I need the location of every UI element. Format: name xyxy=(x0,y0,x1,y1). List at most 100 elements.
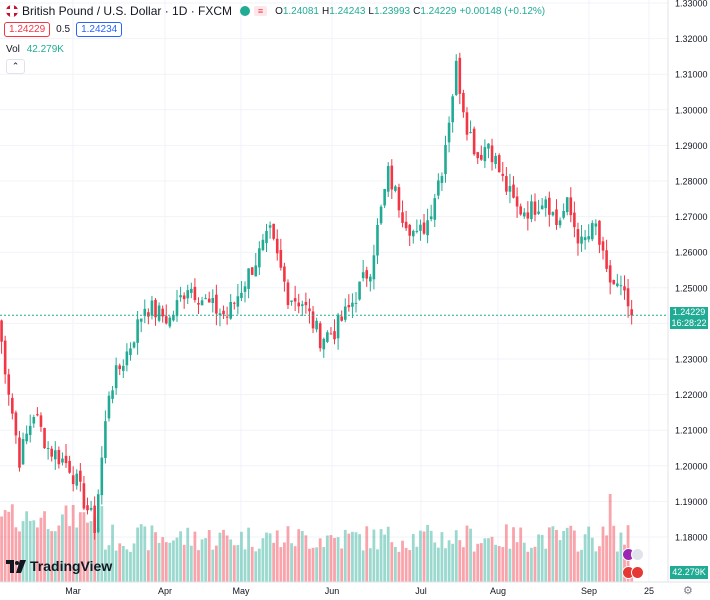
price-tick-label: 1.28000 xyxy=(675,177,708,187)
candle-body xyxy=(21,439,25,465)
candle-body xyxy=(472,128,476,155)
volume-bar xyxy=(429,530,433,582)
candle-body xyxy=(530,201,533,220)
candle-body xyxy=(122,365,125,371)
volume-bar xyxy=(587,526,591,582)
volume-bar xyxy=(397,551,401,582)
candle-body xyxy=(462,92,465,113)
candle-body xyxy=(508,186,512,192)
candle-body xyxy=(626,288,630,307)
volume-bar xyxy=(86,522,89,582)
volume-bar xyxy=(175,537,179,582)
candle-body xyxy=(612,279,616,285)
candle-body xyxy=(186,290,190,299)
candle-body xyxy=(440,176,444,183)
volume-bar xyxy=(39,517,43,582)
current-price-tag: 1.24229 16:28:22 xyxy=(670,307,708,329)
price-tick-label: 1.21000 xyxy=(675,426,708,436)
buy-button[interactable]: 1.24234 xyxy=(76,22,123,37)
time-axis[interactable]: Mar Apr May Jun Jul Aug Sep 25 xyxy=(65,586,654,596)
event-flag-icon[interactable] xyxy=(631,548,644,561)
candle-body xyxy=(93,505,96,533)
candle-body xyxy=(601,241,605,251)
candle-body xyxy=(476,152,480,159)
price-axis[interactable]: 1.33000 1.32000 1.31000 1.30000 1.29000 1.280… xyxy=(675,0,708,543)
candle-body xyxy=(14,412,18,436)
volume-bar xyxy=(530,547,533,582)
candle-body xyxy=(125,351,129,366)
price-tick-label: 1.29000 xyxy=(675,141,708,151)
ohlc-low: L1.23993 xyxy=(368,5,411,17)
volume-bar xyxy=(361,550,365,582)
chart-grid xyxy=(0,0,668,582)
time-tick-label: 25 xyxy=(644,586,654,596)
candle-body xyxy=(258,248,261,268)
volume-bar xyxy=(286,526,290,582)
candle-body xyxy=(154,299,157,318)
market-status-icon[interactable] xyxy=(240,6,251,16)
volume-bar xyxy=(68,526,71,582)
candle-body xyxy=(172,314,175,321)
symbol-title[interactable]: British Pound / U.S. Dollar · 1D · FXCM xyxy=(22,4,233,18)
volume-bar xyxy=(508,548,512,582)
sell-button[interactable]: 1.24229 xyxy=(4,22,51,37)
volume-bar xyxy=(200,539,204,582)
candle-body xyxy=(390,165,394,190)
candle-body xyxy=(458,57,462,94)
time-tick-label: Aug xyxy=(490,586,506,596)
candle-body xyxy=(583,237,587,241)
candle-body xyxy=(286,282,290,306)
volume-bar xyxy=(125,549,129,582)
candle-body xyxy=(619,285,623,287)
settings-gear-icon[interactable]: ⚙ xyxy=(683,585,693,597)
candle-body xyxy=(630,309,633,316)
candle-body xyxy=(114,365,118,389)
candle-body xyxy=(526,212,530,219)
candle-body xyxy=(50,448,53,457)
candle-body xyxy=(308,308,311,312)
volume-bar xyxy=(354,532,358,582)
candle-body xyxy=(444,144,447,175)
price-tick-label: 1.18000 xyxy=(675,533,708,543)
compare-icon[interactable]: ≡ xyxy=(254,6,268,16)
candle-body xyxy=(365,270,369,279)
ohlc-close: C1.24229 xyxy=(413,5,457,17)
event-uk-flag-icon[interactable] xyxy=(631,566,644,579)
volume-bar xyxy=(222,529,225,582)
time-tick-label: Sep xyxy=(581,586,597,596)
candle-body xyxy=(261,239,265,251)
ohlc-open: O1.24081 xyxy=(275,5,319,17)
candle-body xyxy=(512,184,515,198)
volume-bar xyxy=(472,551,476,582)
candle-body xyxy=(433,198,437,220)
candle-body xyxy=(164,316,168,324)
volume-bar xyxy=(519,527,523,582)
volume-bar xyxy=(57,525,61,582)
candle-body xyxy=(3,340,7,375)
volume-bar xyxy=(315,547,319,582)
volume-bar xyxy=(18,531,21,582)
volume-legend[interactable]: Vol 42.279K xyxy=(6,44,64,55)
symbol-legend[interactable]: British Pound / U.S. Dollar · 1D · FXCM … xyxy=(6,4,548,18)
candle-body xyxy=(369,276,372,282)
time-tick-label: Jun xyxy=(325,586,340,596)
candle-body xyxy=(590,223,594,240)
collapse-legend-icon[interactable]: ⌃ xyxy=(6,59,25,74)
tradingview-logo[interactable]: TradingView xyxy=(6,558,112,574)
candle-body xyxy=(544,199,548,209)
candle-body xyxy=(494,155,497,165)
volume-bar xyxy=(440,532,444,582)
candle-body xyxy=(64,455,68,464)
volume-bar xyxy=(71,504,75,582)
volume-bar xyxy=(322,547,326,582)
candle-body xyxy=(540,205,544,210)
candle-body xyxy=(96,494,100,533)
candle-body xyxy=(404,221,408,229)
candle-body xyxy=(0,320,3,342)
volume-bar xyxy=(268,533,272,582)
candle-body xyxy=(372,255,376,280)
candle-body xyxy=(497,155,501,173)
volume-bar xyxy=(104,549,107,582)
volume-bar xyxy=(218,532,222,582)
